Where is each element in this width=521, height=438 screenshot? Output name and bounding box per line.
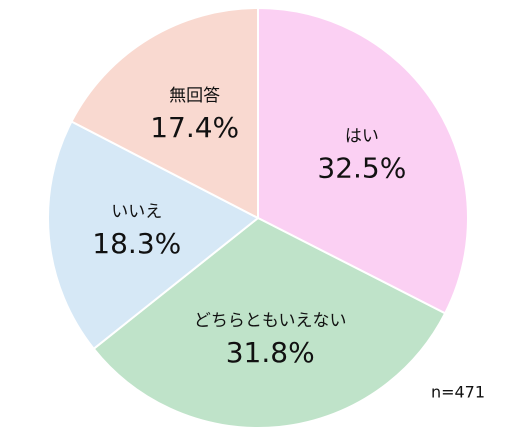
slice-value: 18.3% <box>92 227 181 260</box>
slice-label: どちらともいえない <box>194 311 347 331</box>
slice-label: 無回答 <box>169 86 220 106</box>
slice-value: 32.5% <box>317 151 406 184</box>
annotation: n=471 <box>431 383 485 402</box>
slice-label: はい <box>345 126 379 146</box>
pie-slice <box>257 6 469 315</box>
slice-value: 17.4% <box>150 111 239 144</box>
pie-slice <box>47 120 260 351</box>
pie-slice <box>92 216 447 429</box>
pie-slice <box>70 6 259 220</box>
slice-label: いいえ <box>111 202 162 222</box>
slice-value: 31.8% <box>226 336 315 369</box>
